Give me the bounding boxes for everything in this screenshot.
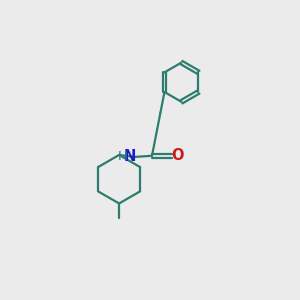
Text: N: N (123, 149, 136, 164)
Text: H: H (118, 150, 128, 163)
Text: O: O (171, 148, 184, 163)
